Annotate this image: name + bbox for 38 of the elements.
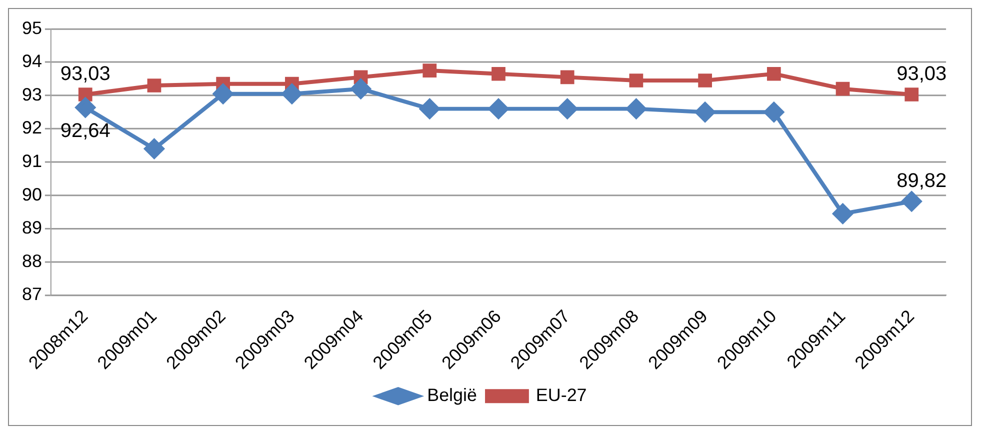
point xyxy=(557,98,578,119)
data-label: 93,03 xyxy=(60,63,110,86)
point xyxy=(695,102,716,122)
y-tick-label: 87 xyxy=(22,284,42,304)
y-tick-label: 90 xyxy=(22,184,42,204)
point xyxy=(350,78,371,99)
point xyxy=(832,204,853,224)
legend-label: België xyxy=(427,385,478,406)
point xyxy=(78,88,92,102)
data-label: 89,82 xyxy=(896,170,947,192)
point xyxy=(560,70,574,84)
point xyxy=(213,84,234,104)
data-label: 92,64 xyxy=(60,120,110,142)
point xyxy=(282,84,302,104)
point xyxy=(629,74,644,88)
point xyxy=(836,82,850,96)
point xyxy=(422,64,437,78)
y-tick-label: 93 xyxy=(22,84,42,104)
point xyxy=(147,78,162,92)
point xyxy=(488,98,508,119)
y-tick-label: 95 xyxy=(22,18,42,38)
y-tick-label: 91 xyxy=(22,151,42,172)
point xyxy=(626,98,646,119)
y-tick-label: 92 xyxy=(22,118,42,138)
point xyxy=(698,74,712,88)
legend-label: EU-27 xyxy=(536,385,587,406)
y-tick-label: 88 xyxy=(22,250,42,271)
point xyxy=(764,102,784,122)
point xyxy=(75,98,96,118)
point xyxy=(420,98,440,119)
y-tick-label: 89 xyxy=(22,218,42,238)
point xyxy=(492,66,506,81)
point xyxy=(766,66,781,81)
point xyxy=(144,138,164,159)
data-label: 93,03 xyxy=(896,63,947,86)
point xyxy=(902,191,922,212)
point xyxy=(904,88,919,102)
y-tick-label: 94 xyxy=(22,51,42,72)
